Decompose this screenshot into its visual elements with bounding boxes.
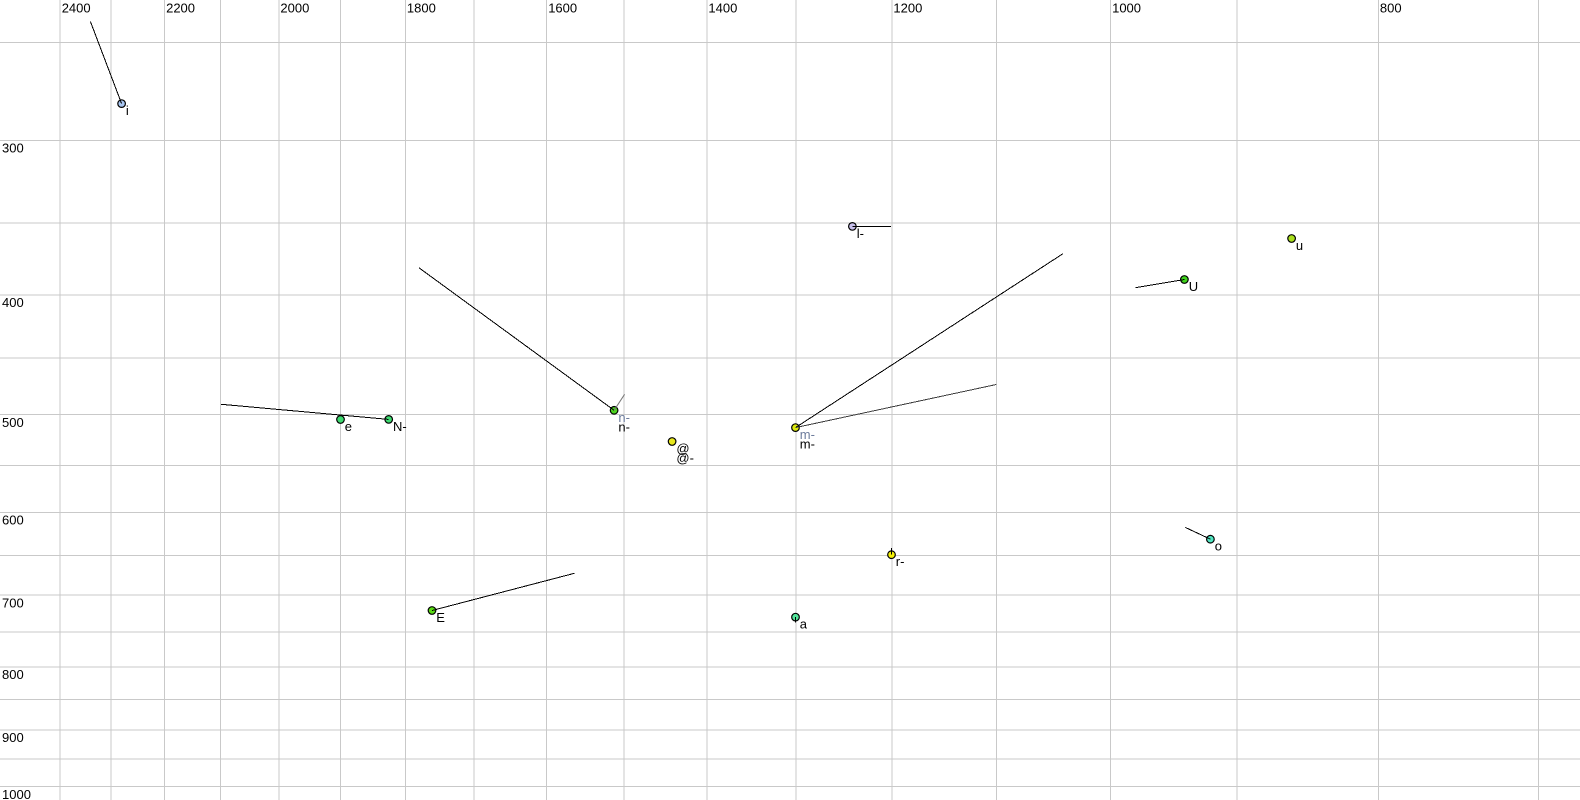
svg-text:@-: @- bbox=[676, 451, 694, 466]
svg-text:1200: 1200 bbox=[893, 1, 922, 16]
svg-text:300: 300 bbox=[2, 141, 24, 156]
svg-text:U: U bbox=[1189, 279, 1198, 294]
svg-text:2200: 2200 bbox=[166, 1, 195, 16]
svg-text:r-: r- bbox=[896, 554, 905, 569]
svg-text:e: e bbox=[345, 419, 352, 434]
svg-text:E: E bbox=[436, 610, 445, 625]
svg-text:n-: n- bbox=[618, 419, 630, 434]
svg-text:900: 900 bbox=[2, 730, 24, 745]
svg-text:n-: n- bbox=[618, 410, 630, 425]
svg-text:800: 800 bbox=[2, 667, 24, 682]
svg-text:1400: 1400 bbox=[708, 1, 737, 16]
svg-text:500: 500 bbox=[2, 415, 24, 430]
svg-text:i: i bbox=[126, 103, 129, 118]
svg-text:600: 600 bbox=[2, 513, 24, 528]
svg-text:2400: 2400 bbox=[62, 1, 91, 16]
svg-text:l-: l- bbox=[857, 226, 864, 241]
svg-text:N-: N- bbox=[393, 419, 407, 434]
svg-text:2000: 2000 bbox=[280, 1, 309, 16]
svg-text:m-: m- bbox=[800, 427, 815, 442]
svg-text:m-: m- bbox=[800, 437, 815, 452]
svg-text:700: 700 bbox=[2, 595, 24, 610]
svg-text:1000: 1000 bbox=[2, 787, 31, 800]
svg-text:1600: 1600 bbox=[548, 1, 577, 16]
svg-text:@: @ bbox=[676, 441, 689, 456]
svg-text:o: o bbox=[1215, 539, 1222, 554]
svg-text:u: u bbox=[1296, 238, 1303, 253]
svg-text:a: a bbox=[800, 617, 808, 632]
svg-text:800: 800 bbox=[1380, 1, 1402, 16]
svg-text:400: 400 bbox=[2, 295, 24, 310]
svg-text:1800: 1800 bbox=[407, 1, 436, 16]
svg-text:1000: 1000 bbox=[1112, 1, 1141, 16]
